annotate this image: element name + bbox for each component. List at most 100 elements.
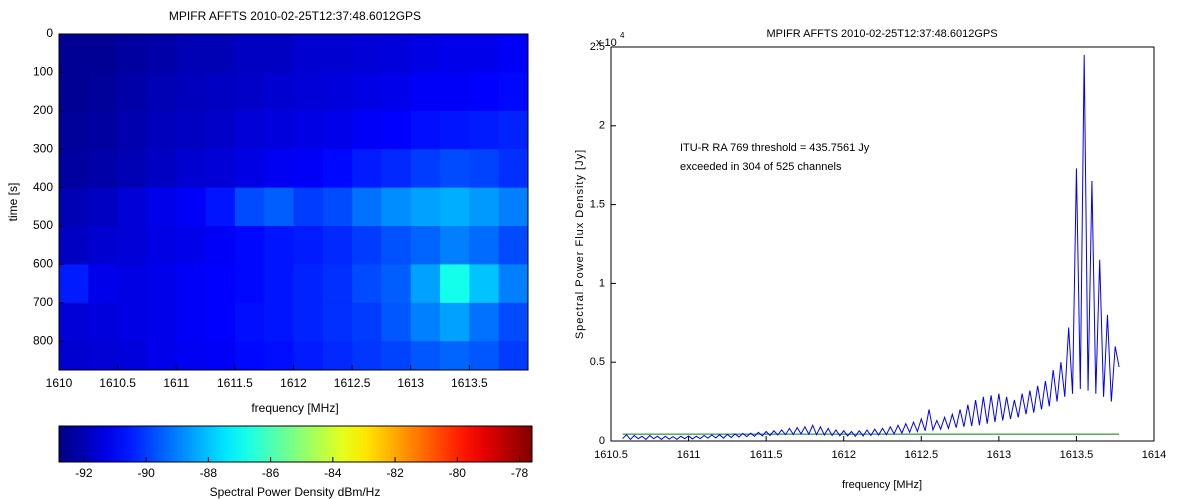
heatmap-cell (117, 341, 148, 371)
heatmap-cell (205, 264, 236, 304)
x-tick-label: 1612 (280, 376, 307, 390)
heatmap-cell (381, 187, 412, 227)
heatmap-cell (88, 264, 119, 304)
heatmap-cell (117, 187, 148, 227)
heatmap-cell (264, 110, 294, 150)
colorbar-tick-label: -84 (324, 466, 342, 480)
y-tick-label: 300 (33, 141, 53, 155)
heatmap-cell (146, 302, 177, 342)
x-tick-label: 1614 (1142, 449, 1166, 461)
x-tick-label: 1611 (677, 449, 701, 461)
colorbar-tick-label: -80 (449, 466, 467, 480)
heatmap-cell (469, 110, 500, 150)
heatmap-cell (322, 302, 353, 342)
x-tick-label: 1612.5 (904, 449, 938, 461)
heatmap-cell (59, 226, 89, 265)
heatmap-cell (352, 149, 382, 189)
heatmap-cell (440, 187, 470, 227)
heatmap-cell (498, 149, 529, 189)
heatmap-cell (88, 302, 119, 342)
y-axis-label: Spectral Power Flux Density [Jy] (574, 149, 586, 339)
heatmap-cell (146, 72, 177, 112)
heatmap-cell (440, 110, 470, 150)
heatmap-cell (352, 72, 382, 112)
heatmap-cell (410, 110, 441, 150)
heatmap-cell (234, 72, 265, 112)
heatmap-cell (117, 34, 148, 73)
y-tick-label: 0.5 (590, 356, 605, 368)
heatmap-cell (146, 341, 177, 371)
heatmap-cell (352, 187, 382, 227)
y-tick-label: 0 (46, 26, 53, 40)
x-tick-label: 1611 (163, 376, 189, 390)
heatmap-cell (410, 264, 441, 304)
heatmap-cell (205, 149, 236, 189)
heatmap-cell (381, 149, 412, 189)
heatmap-cell (264, 187, 294, 227)
y-tick-label: 600 (33, 257, 53, 271)
heatmap-cell (469, 226, 500, 265)
heatmap-cell (234, 302, 265, 342)
heatmap-cell (381, 302, 412, 342)
x-tick-label: 1613 (397, 376, 424, 390)
heatmap-cell (293, 264, 324, 304)
heatmap-cell (205, 302, 236, 342)
heatmap-cell (205, 34, 236, 73)
heatmap-cell (352, 110, 382, 150)
heatmap-cell (293, 34, 324, 73)
heatmap-cell (117, 264, 148, 304)
x-tick-label: 1610 (46, 376, 73, 390)
heatmap-cell (293, 110, 324, 150)
heatmap-cell (440, 226, 470, 265)
y-scale-exponent: 4 (620, 31, 625, 40)
heatmap-cell (234, 34, 265, 73)
heatmap-cell (59, 302, 89, 342)
heatmap-cell (469, 149, 500, 189)
y-scale-label: x 10 (596, 37, 617, 49)
heatmap-cell (205, 341, 236, 371)
y-tick-label: 200 (33, 103, 53, 117)
heatmap-cell (322, 187, 353, 227)
heatmap-cell (293, 149, 324, 189)
heatmap-cell (469, 264, 500, 304)
y-tick-label: 1.5 (590, 199, 605, 211)
heatmap-cell (293, 72, 324, 112)
colorbar-tick-label: -88 (200, 466, 218, 480)
y-tick-label: 2 (599, 120, 605, 132)
colorbar-tick-label: -78 (511, 466, 529, 480)
heatmap-cell (322, 149, 353, 189)
heatmap-cell (59, 110, 89, 150)
heatmap-cell (410, 341, 441, 371)
chart-title: MPIFR AFFTS 2010-02-25T12:37:48.6012GPS (169, 9, 421, 23)
heatmap-cell (498, 110, 529, 150)
heatmap-cell (205, 72, 236, 112)
heatmap-cell (205, 187, 236, 227)
heatmap-cell (117, 149, 148, 189)
heatmap-cell (264, 34, 294, 73)
x-tick-label: 1610.5 (594, 449, 628, 461)
colorbar-tick-label: -90 (137, 466, 155, 480)
heatmap-cell (352, 264, 382, 304)
heatmap-cell (440, 72, 470, 112)
heatmap-cell (59, 341, 89, 371)
heatmap-cell (322, 341, 353, 371)
heatmap-cell (498, 226, 529, 265)
heatmap-cell (381, 34, 412, 73)
heatmap-cell (176, 302, 207, 342)
heatmap-cell (264, 264, 294, 304)
heatmap-cell (117, 110, 148, 150)
chart-title: MPIFR AFFTS 2010-02-25T12:37:48.6012GPS (766, 28, 997, 40)
heatmap-cell (293, 187, 324, 227)
heatmap-cell (498, 72, 529, 112)
heatmap-cell (381, 226, 412, 265)
heatmap-cell (352, 34, 382, 73)
data-line (622, 54, 1120, 441)
heatmap-cell (88, 149, 119, 189)
heatmap-cell (264, 226, 294, 265)
heatmap-cell (146, 110, 177, 150)
heatmap-cell (59, 72, 89, 112)
y-tick-label: 1 (599, 277, 605, 289)
heatmap-cell (59, 187, 89, 227)
heatmap-cell (88, 34, 119, 73)
heatmap-cell (88, 72, 119, 112)
